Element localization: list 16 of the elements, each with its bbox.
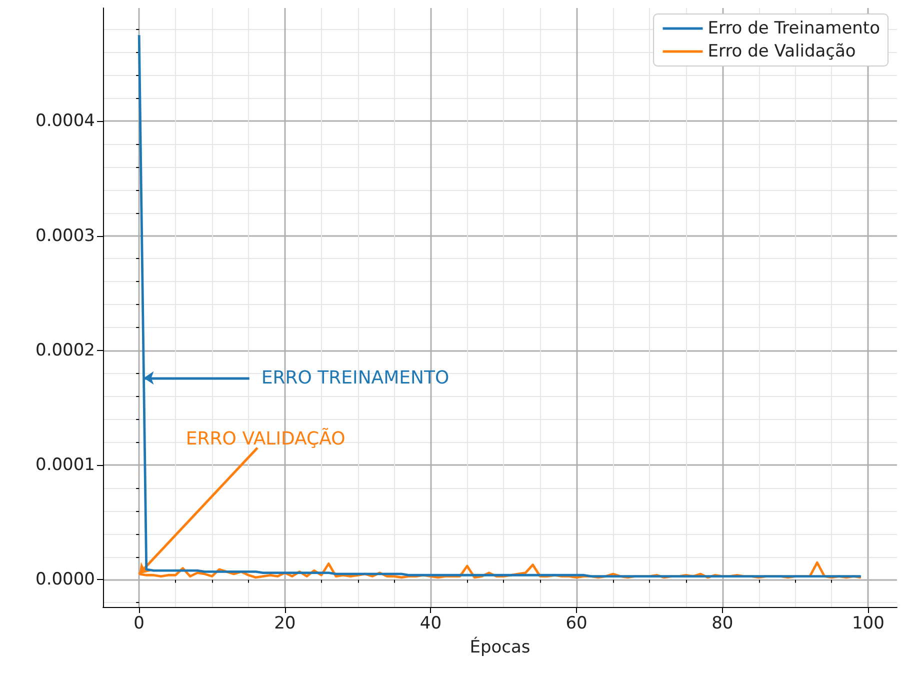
x-tick-label: 20 xyxy=(274,614,296,634)
x-axis-title: Épocas xyxy=(470,636,530,658)
x-tick-label: 60 xyxy=(566,614,588,634)
legend-label: Erro de Treinamento xyxy=(708,18,880,38)
legend-label: Erro de Validação xyxy=(708,42,856,62)
y-tick-label: 0.0004 xyxy=(36,111,95,132)
x-tick-label: 100 xyxy=(852,614,884,634)
x-tick-label: 40 xyxy=(420,614,442,634)
y-tick-label: 0.0001 xyxy=(36,455,95,476)
y-tick-label: 0.0002 xyxy=(36,340,95,360)
y-tick-label: 0.0003 xyxy=(36,226,95,246)
y-tick-label: 0.0000 xyxy=(36,570,95,590)
annotation: ERRO TREINAMENTO xyxy=(261,367,450,388)
annotation: ERRO VALIDAÇÃO xyxy=(186,428,346,450)
x-tick-label: 80 xyxy=(712,614,734,634)
x-tick-label: 0 xyxy=(134,614,145,634)
